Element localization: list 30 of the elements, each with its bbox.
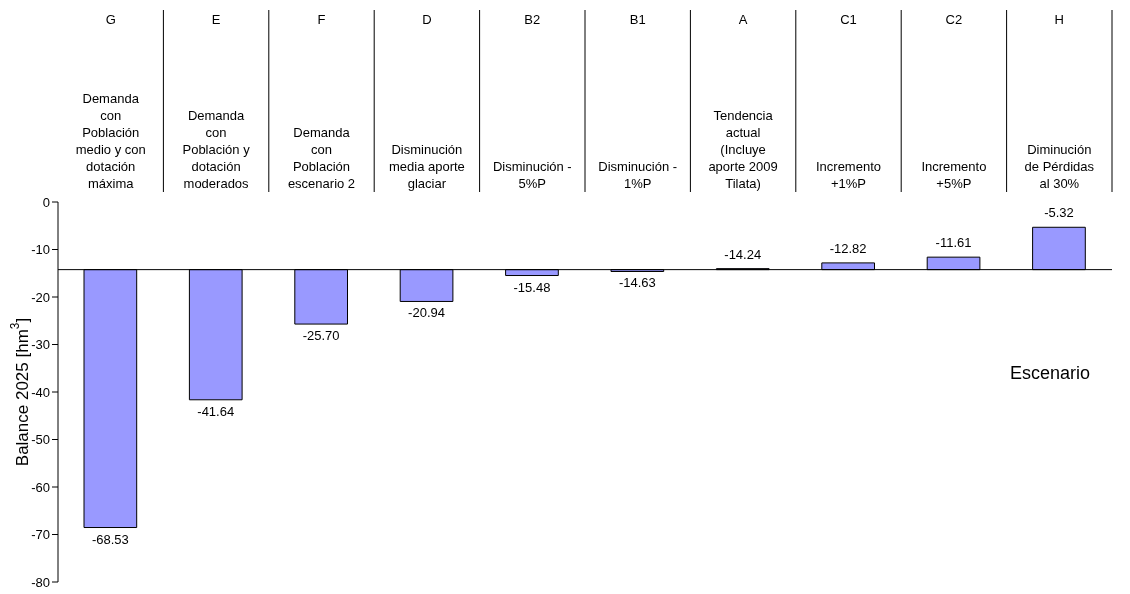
- data-label: -20.94: [408, 305, 445, 321]
- data-label: -11.61: [935, 235, 972, 251]
- y-tick-label: -80: [31, 574, 50, 590]
- category-label: C1 Incremento +1%P: [815, 12, 882, 191]
- category-label: G Demanda con Población medio y con dotación máxima: [75, 12, 146, 191]
- data-label: -15.48: [513, 279, 551, 295]
- data-label: -14.24: [724, 246, 762, 262]
- category-label: C2 Incremento +5%P: [921, 12, 987, 191]
- y-tick-label: -20: [31, 289, 50, 305]
- y-tick-label: -50: [31, 432, 50, 448]
- y-tick-label: -70: [31, 527, 50, 543]
- category-label: A Tendencia actual (Incluye aporte 2009 Tilata): [708, 12, 778, 191]
- x-axis-title: Escenario: [1010, 363, 1091, 384]
- category-label: E Demanda con Población y dotación moderados: [182, 12, 250, 191]
- data-label: -5.32: [1044, 205, 1074, 221]
- y-tick-label: -60: [31, 479, 50, 495]
- category-label: H Diminución de Pérdidas al 30%: [1024, 12, 1094, 191]
- y-tick-label: 0: [42, 194, 50, 210]
- data-label: -25.70: [302, 328, 340, 344]
- data-label: -14.63: [618, 275, 656, 291]
- category-label: D Disminución media aporte glaciar: [388, 12, 465, 191]
- category-label: F Demanda con Población escenario 2: [287, 12, 356, 191]
- data-label: -41.64: [197, 403, 235, 419]
- category-label: B2 Disminución - 5%P: [492, 12, 572, 191]
- category-label: B1 Disminución - 1%P: [598, 12, 678, 191]
- y-tick-label: -30: [31, 337, 50, 353]
- y-tick-label: -10: [31, 242, 50, 258]
- data-label: -12.82: [829, 240, 867, 256]
- data-label: -68.53: [91, 531, 129, 547]
- y-tick-label: -40: [31, 384, 50, 400]
